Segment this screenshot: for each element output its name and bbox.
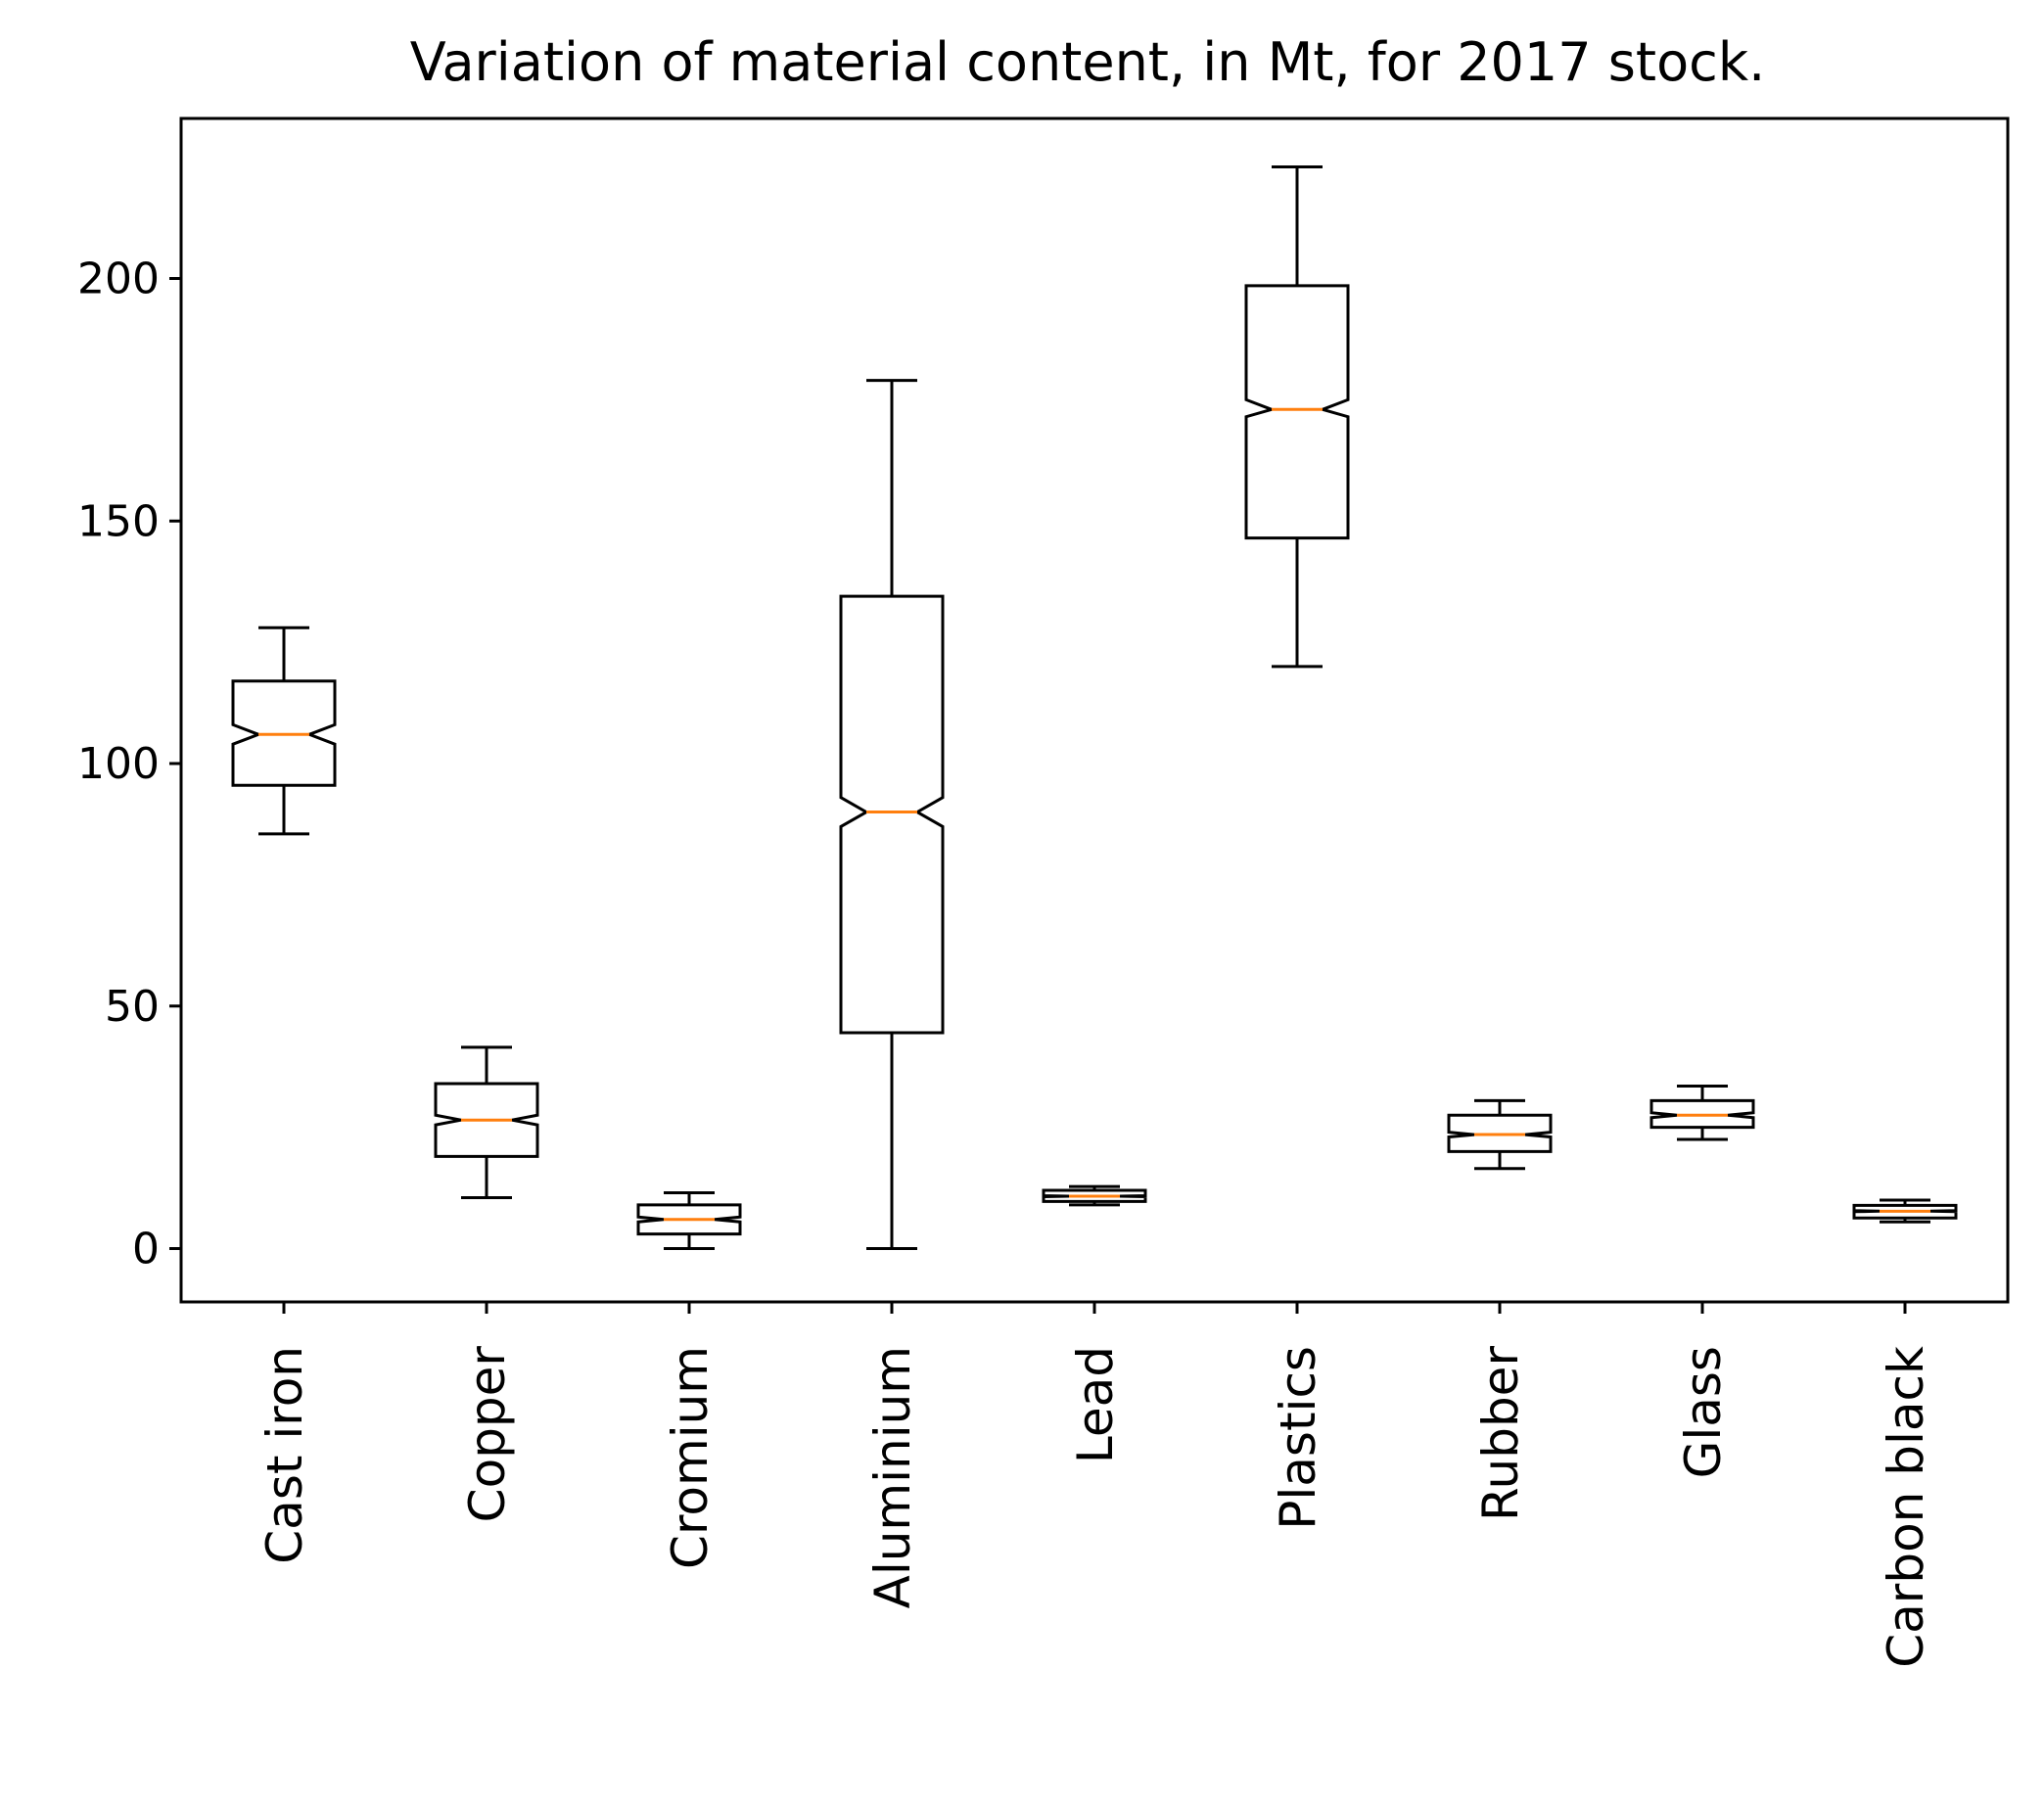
plot-frame	[179, 116, 2010, 1304]
x-tick-label: Copper	[459, 1346, 516, 1523]
x-tick-label: Cromium	[662, 1346, 719, 1569]
chart-title: Variation of material content, in Mt, fo…	[410, 31, 1766, 93]
box-cast-iron	[231, 626, 337, 836]
x-tick-label: Cast iron	[256, 1346, 313, 1564]
notched-box	[1244, 284, 1350, 540]
notched-box	[839, 594, 945, 1035]
x-tick-label: Lead	[1067, 1346, 1124, 1463]
box-glass	[1649, 1085, 1755, 1141]
box-series	[231, 165, 1958, 1250]
box-carbon-black	[1852, 1198, 1958, 1224]
box-plastics	[1244, 165, 1350, 669]
box-cromium	[636, 1191, 742, 1250]
x-tick-label: Rubber	[1472, 1346, 1529, 1521]
axis-ticks: 0 50 100 150 200 Cast iron Copper Cromium Alumin…	[77, 255, 1934, 1668]
x-tick-label: Plastics	[1270, 1346, 1326, 1530]
y-tick-label: 0	[132, 1224, 160, 1274]
x-tick-label: Aluminium	[864, 1346, 921, 1608]
y-tick-label: 200	[77, 255, 160, 304]
box-copper	[434, 1045, 539, 1199]
y-tick-label: 150	[77, 496, 160, 546]
y-tick-label: 50	[105, 982, 160, 1032]
box-lead	[1042, 1184, 1147, 1207]
x-tick-label: Glass	[1675, 1346, 1732, 1478]
y-tick-label: 100	[77, 739, 160, 789]
box-rubber	[1447, 1098, 1553, 1171]
box-aluminium	[839, 379, 945, 1250]
x-tick-label: Carbon black	[1878, 1346, 1934, 1668]
